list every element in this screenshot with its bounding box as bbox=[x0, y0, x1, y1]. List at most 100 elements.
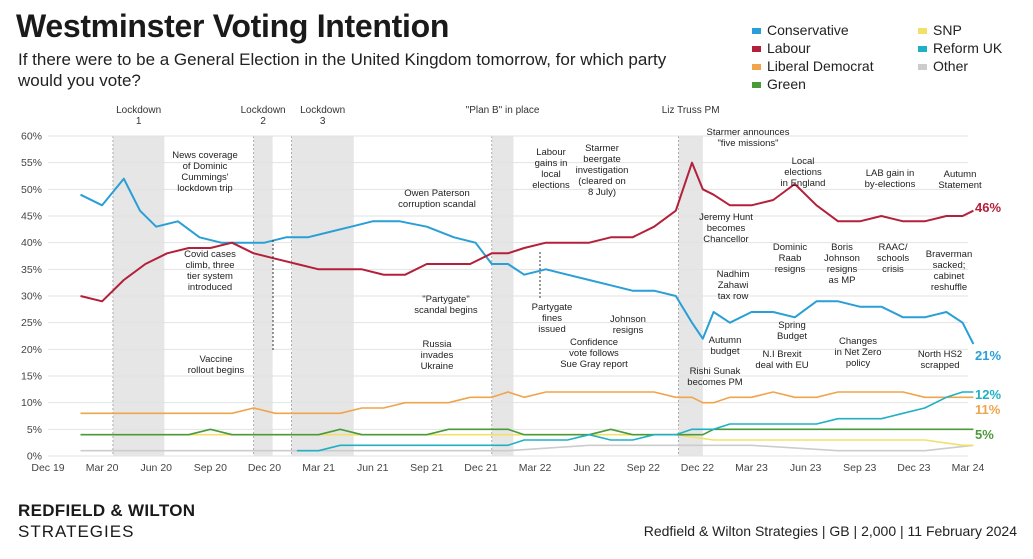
annotation-text: N.I Brexit bbox=[762, 349, 801, 360]
source-note: Redfield & Wilton Strategies | GB | 2,00… bbox=[643, 523, 1017, 539]
annotation-text: Boris bbox=[831, 242, 853, 253]
chart-title: Westminster Voting Intention bbox=[16, 8, 450, 44]
x-tick-label: Sep 20 bbox=[194, 462, 227, 474]
annotation-text: Dominic bbox=[773, 242, 808, 253]
annotation-text: Johnson bbox=[610, 314, 646, 325]
x-tick-label: Dec 19 bbox=[31, 462, 64, 474]
legend-label: Conservative bbox=[767, 22, 849, 38]
annotation-text: Autumn bbox=[709, 335, 742, 346]
series-line-other bbox=[80, 444, 974, 452]
shaded-period-label: Lockdown bbox=[241, 105, 286, 116]
annotation-text: Cummings' bbox=[181, 172, 228, 183]
annotation-text: Changes bbox=[839, 336, 877, 347]
legend-item-conservative: Conservative bbox=[752, 22, 849, 38]
shaded-period-label: Liz Truss PM bbox=[662, 105, 720, 116]
legend-swatch-labour bbox=[752, 46, 761, 53]
legend-item-green: Green bbox=[752, 76, 806, 92]
annotation-text: in England bbox=[781, 178, 826, 189]
legend-swatch-green bbox=[752, 82, 761, 89]
annotation-text: climb, three bbox=[185, 260, 234, 271]
legend-label: Liberal Democrat bbox=[767, 58, 874, 74]
legend-swatch-libdem bbox=[752, 64, 761, 71]
legend-label: Other bbox=[933, 58, 969, 74]
x-tick-label: Jun 21 bbox=[357, 462, 389, 474]
shaded-period-label: 2 bbox=[260, 116, 266, 127]
shaded-period-label: "Plan B" in place bbox=[466, 105, 540, 116]
annotation-text: Chancellor bbox=[703, 234, 748, 245]
annotation-text: tier system bbox=[187, 271, 233, 282]
annotation-text: schools bbox=[877, 253, 909, 264]
x-tick-label: Dec 20 bbox=[248, 462, 281, 474]
end-label-green: 5% bbox=[975, 427, 994, 442]
annotation-text: Braverman bbox=[926, 249, 972, 260]
y-tick-label: 45% bbox=[21, 211, 42, 223]
annotation-text: resigns bbox=[613, 325, 644, 336]
annotation-text: introduced bbox=[188, 282, 232, 293]
y-tick-label: 20% bbox=[21, 344, 42, 356]
x-tick-label: Jun 20 bbox=[140, 462, 172, 474]
x-tick-label: Mar 20 bbox=[86, 462, 119, 474]
annotation-text: RAAC/ bbox=[878, 242, 907, 253]
end-label-labour: 46% bbox=[975, 200, 1001, 215]
annotation-text: "Partygate" bbox=[422, 294, 469, 305]
annotation-text: in Net Zero bbox=[835, 347, 882, 358]
annotation-text: Spring bbox=[778, 320, 805, 331]
annotation-text: Budget bbox=[777, 331, 807, 342]
annotation-text: rollout begins bbox=[188, 365, 245, 376]
x-tick-label: Jun 22 bbox=[573, 462, 605, 474]
y-tick-label: 0% bbox=[27, 451, 42, 463]
annotation-text: (cleared on bbox=[578, 176, 626, 187]
annotation-text: Owen Paterson bbox=[404, 188, 469, 199]
annotation-text: sacked; bbox=[933, 260, 966, 271]
annotation-text: reshuffle bbox=[931, 282, 967, 293]
annotation-text: as MP bbox=[829, 275, 856, 286]
annotation-text: Rishi Sunak bbox=[690, 366, 741, 377]
annotation-text: Zahawi bbox=[718, 280, 749, 291]
x-tick-label: Mar 23 bbox=[735, 462, 768, 474]
series-line-labour bbox=[80, 161, 974, 303]
brand-line-1: REDFIELD & WILTON bbox=[18, 501, 196, 520]
annotation-text: tax row bbox=[718, 291, 749, 302]
y-tick-label: 60% bbox=[21, 131, 42, 143]
brand-logo: REDFIELD & WILTON STRATEGIES bbox=[18, 500, 195, 542]
legend-item-snp: SNP bbox=[918, 22, 962, 38]
legend-item-libdem: Liberal Democrat bbox=[752, 58, 874, 74]
y-tick-label: 30% bbox=[21, 291, 42, 303]
x-tick-label: Sep 22 bbox=[627, 462, 660, 474]
legend-label: Green bbox=[767, 76, 806, 92]
x-tick-label: Dec 23 bbox=[897, 462, 930, 474]
x-tick-label: Mar 24 bbox=[952, 462, 985, 474]
x-tick-label: Mar 21 bbox=[302, 462, 335, 474]
annotation-text: LAB gain in bbox=[866, 168, 915, 179]
legend-label: Labour bbox=[767, 40, 811, 56]
annotation-text: Sue Gray report bbox=[560, 359, 628, 370]
y-tick-label: 50% bbox=[21, 184, 42, 196]
series-line-reform bbox=[296, 391, 974, 452]
annotation-text: becomes bbox=[707, 223, 746, 234]
shaded-period-label: 1 bbox=[136, 116, 142, 127]
annotation-text: policy bbox=[846, 358, 871, 369]
shaded-period-label: Lockdown bbox=[116, 105, 161, 116]
legend-swatch-other bbox=[918, 64, 927, 71]
annotation-text: Autumn bbox=[944, 169, 977, 180]
annotation-text: deal with EU bbox=[755, 360, 808, 371]
annotation-text: resigns bbox=[775, 264, 806, 275]
annotation-text: Confidence bbox=[570, 337, 618, 348]
y-tick-label: 40% bbox=[21, 237, 42, 249]
annotation-text: invades bbox=[421, 350, 454, 361]
annotation-text: Partygate bbox=[532, 302, 573, 313]
annotation-text: North HS2 bbox=[918, 349, 962, 360]
shaded-period-label: Lockdown bbox=[300, 105, 345, 116]
shaded-period-label: 3 bbox=[320, 116, 326, 127]
annotation-text: "five missions" bbox=[717, 138, 778, 149]
annotation-text: scandal begins bbox=[414, 305, 478, 316]
end-label-reform: 12% bbox=[975, 387, 1001, 402]
annotation-text: Starmer announces bbox=[707, 127, 790, 138]
annotation-text: Ukraine bbox=[421, 361, 454, 372]
annotation-text: beergate bbox=[583, 154, 621, 165]
annotation-text: of Dominic bbox=[183, 161, 228, 172]
legend-swatch-conservative bbox=[752, 28, 761, 35]
annotation-text: Local bbox=[792, 156, 815, 167]
annotation-text: local bbox=[541, 169, 561, 180]
x-tick-label: Sep 23 bbox=[843, 462, 876, 474]
